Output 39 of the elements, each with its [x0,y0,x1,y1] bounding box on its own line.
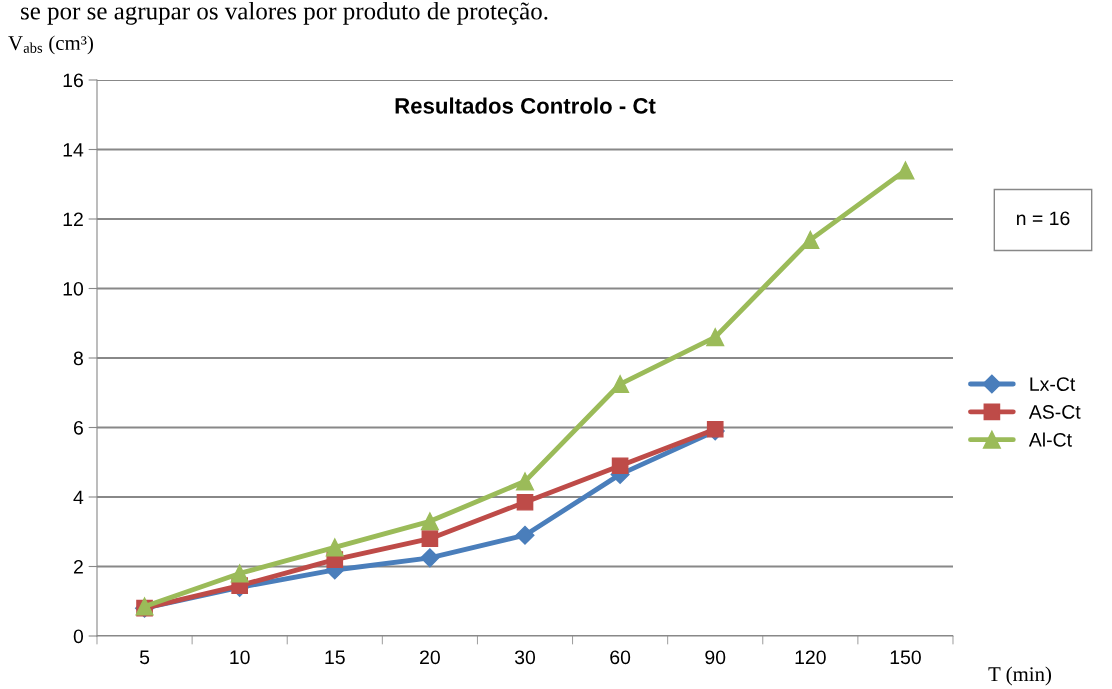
x-axis-title: T (min) [988,666,1052,686]
y-tick-label: 12 [63,212,83,227]
point [515,525,535,545]
point [611,457,629,475]
point [516,493,534,511]
x-tick-label: 5 [139,650,150,665]
point [515,472,535,491]
x-tick-label: 90 [705,650,726,665]
y-tick-label: 2 [73,559,83,574]
y-tick-label: 8 [73,351,83,366]
text: n = 16 [1016,211,1070,226]
x-tick-label: 60 [610,650,631,665]
x-tick-label: 15 [325,650,345,665]
x-tick-label: 20 [420,650,440,665]
y-tick-label: 6 [73,420,83,435]
point [706,328,725,347]
legend-label: Al-Ct [1028,432,1072,447]
y-tick-label: 10 [63,281,84,296]
point [896,161,915,180]
y-tick-label: 4 [73,490,84,505]
point [420,512,439,531]
x-tick-label: 120 [795,650,826,665]
point [801,230,820,249]
y-tick-label: 14 [63,143,84,157]
legend-label: AS-Ct [1028,405,1081,419]
text: se por se agrupar os valores por produto de proteção. [21,2,548,25]
point [611,375,630,394]
x-tick-label: 150 [890,650,921,665]
y-tick-label: 16 [63,73,83,88]
y-axis-title: V$_{abs}$ (cm³) [8,35,93,55]
x-tick-label: 10 [230,650,250,665]
x-tick-label: 30 [514,650,536,665]
text: Resultados Controlo - Ct [395,97,656,114]
point [230,564,249,583]
y-tick-label: 0 [73,629,84,644]
legend-label: Lx-Ct [1030,377,1076,391]
point [325,538,344,557]
point [420,548,440,568]
point [421,530,439,548]
